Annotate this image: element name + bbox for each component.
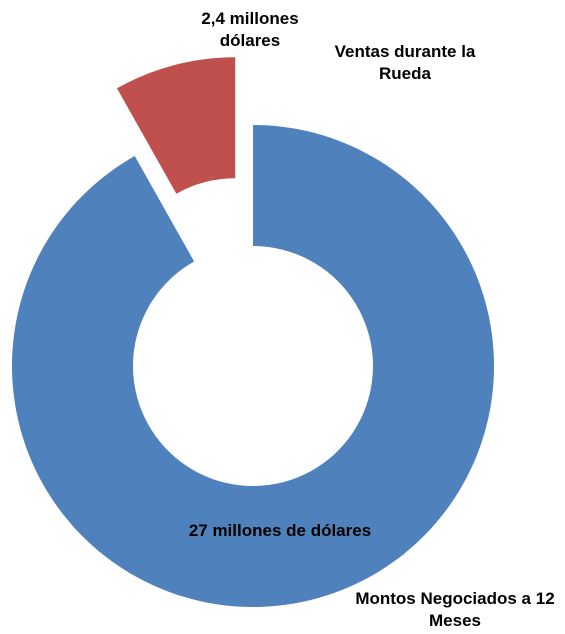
value-label: 27 millones de dólares — [188, 521, 372, 540]
value-label: 2,4 millones dólares — [201, 9, 299, 50]
donut-slice — [12, 125, 495, 607]
category-label: Ventas durante la Rueda — [334, 42, 476, 83]
category-label: Montos Negociados a 12 Meses — [355, 589, 555, 630]
donut-slice — [116, 57, 236, 194]
